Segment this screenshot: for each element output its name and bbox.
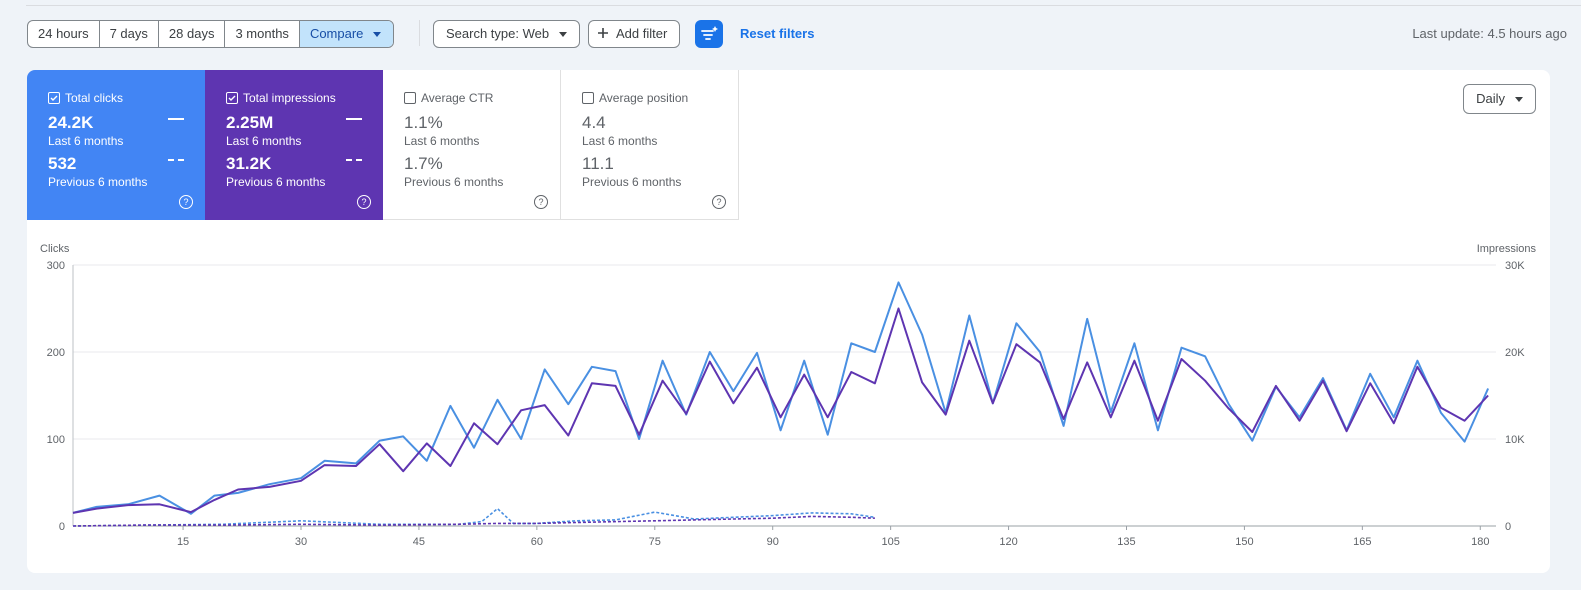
top-divider	[26, 5, 1581, 6]
metric-tile-total-impressions[interactable]: Total impressions 2.25M Last 6 months 31…	[205, 70, 383, 220]
metric-current-value: 24.2K	[48, 113, 94, 132]
solid-line-legend-icon	[346, 118, 362, 120]
dashed-line-legend-icon	[168, 159, 184, 161]
metric-current-value: 2.25M	[226, 113, 274, 132]
x-tick-label: 135	[1117, 536, 1135, 548]
metric-tile-total-clicks[interactable]: Total clicks 24.2K Last 6 months 532 Pre…	[27, 70, 205, 220]
toolbar: 24 hours 7 days 28 days 3 months Compare…	[27, 20, 1567, 48]
metric-name: Average CTR	[421, 91, 494, 105]
y-axis-left-label: Clicks	[40, 243, 70, 255]
help-icon[interactable]: ?	[712, 195, 726, 209]
series-line	[72, 507, 876, 527]
granularity-dropdown[interactable]: Daily	[1463, 84, 1536, 114]
metric-current-period: Last 6 months	[48, 134, 124, 148]
filter-sparkle-icon	[701, 26, 718, 40]
checkbox-checked-icon[interactable]	[226, 92, 238, 104]
add-filter-button[interactable]: Add filter	[588, 20, 681, 48]
series-line	[72, 281, 1490, 515]
y-tick-left-label: 0	[59, 521, 65, 533]
metric-tile-average-ctr[interactable]: Average CTR 1.1% Last 6 months 1.7% Prev…	[383, 70, 561, 220]
x-tick-label: 105	[881, 536, 899, 548]
help-icon[interactable]: ?	[179, 195, 193, 209]
checkbox-unchecked-icon[interactable]	[582, 92, 594, 104]
metric-previous-period: Previous 6 months	[48, 175, 148, 189]
metric-current-value: 4.4	[582, 113, 606, 132]
series-line	[72, 307, 1489, 514]
chevron-down-icon	[1515, 97, 1523, 103]
y-tick-right-label: 0	[1505, 521, 1511, 533]
range-24-hours-button[interactable]: 24 hours	[28, 21, 100, 47]
plus-icon	[598, 28, 608, 38]
range-28-days-button[interactable]: 28 days	[159, 21, 226, 47]
performance-chart: Clicks Impressions 0 100 200 300 0 10K 20K 30K 15 3…	[40, 243, 1537, 548]
filter-settings-button[interactable]	[695, 20, 723, 48]
checkbox-unchecked-icon[interactable]	[404, 92, 416, 104]
search-type-dropdown[interactable]: Search type: Web	[433, 20, 581, 48]
metric-previous-period: Previous 6 months	[226, 175, 326, 189]
x-tick-label: 45	[413, 536, 425, 548]
metric-previous-value: 31.2K	[226, 154, 272, 173]
chevron-down-icon	[559, 32, 568, 38]
metric-current-period: Last 6 months	[226, 134, 302, 148]
metric-current-period: Last 6 months	[582, 134, 658, 148]
help-icon[interactable]: ?	[534, 195, 548, 209]
x-tick-label: 60	[531, 536, 543, 548]
y-axis-right-label: Impressions	[1477, 243, 1537, 255]
y-tick-right-label: 30K	[1505, 260, 1525, 272]
performance-card: Total clicks 24.2K Last 6 months 532 Pre…	[27, 70, 1550, 573]
metric-previous-value: 532	[48, 154, 77, 173]
date-range-selector: 24 hours 7 days 28 days 3 months Compare	[27, 20, 395, 48]
dashed-line-legend-icon	[346, 159, 362, 161]
granularity-label: Daily	[1476, 91, 1505, 106]
x-tick-label: 120	[999, 536, 1017, 548]
toolbar-divider	[419, 20, 420, 46]
x-tick-label: 75	[649, 536, 661, 548]
x-tick-label: 90	[767, 536, 779, 548]
metric-name: Total clicks	[65, 91, 124, 105]
compare-button[interactable]: Compare	[299, 21, 394, 47]
x-tick-label: 180	[1471, 536, 1489, 548]
y-tick-left-label: 300	[47, 260, 65, 272]
add-filter-label: Add filter	[616, 26, 668, 41]
last-update-text: Last update: 4.5 hours ago	[1412, 26, 1567, 41]
series-line	[72, 515, 875, 527]
range-7-days-button[interactable]: 7 days	[100, 21, 159, 47]
x-tick-label: 150	[1235, 536, 1253, 548]
metric-previous-period: Previous 6 months	[582, 175, 682, 189]
metric-current-period: Last 6 months	[404, 134, 480, 148]
metric-name: Total impressions	[243, 91, 336, 105]
x-tick-label: 15	[177, 536, 189, 548]
metric-tile-average-position[interactable]: Average position 4.4 Last 6 months 11.1 …	[561, 70, 739, 220]
chevron-down-icon	[373, 32, 382, 38]
x-tick-label: 30	[295, 536, 307, 548]
y-tick-left-label: 200	[47, 347, 65, 359]
metric-previous-period: Previous 6 months	[404, 175, 504, 189]
range-3-months-button[interactable]: 3 months	[225, 21, 300, 47]
reset-filters-link[interactable]: Reset filters	[740, 26, 815, 41]
checkbox-checked-icon[interactable]	[48, 92, 60, 104]
x-tick-label: 165	[1353, 536, 1371, 548]
solid-line-legend-icon	[168, 118, 184, 120]
y-tick-right-label: 20K	[1505, 347, 1525, 359]
search-type-label: Search type: Web	[446, 26, 550, 41]
compare-label: Compare	[309, 26, 364, 41]
metric-previous-value: 1.7%	[404, 154, 443, 173]
metric-previous-value: 11.1	[582, 154, 614, 173]
y-tick-left-label: 100	[47, 434, 65, 446]
y-tick-right-label: 10K	[1505, 434, 1525, 446]
metric-current-value: 1.1%	[404, 113, 443, 132]
help-icon[interactable]: ?	[357, 195, 371, 209]
metric-name: Average position	[599, 91, 689, 105]
